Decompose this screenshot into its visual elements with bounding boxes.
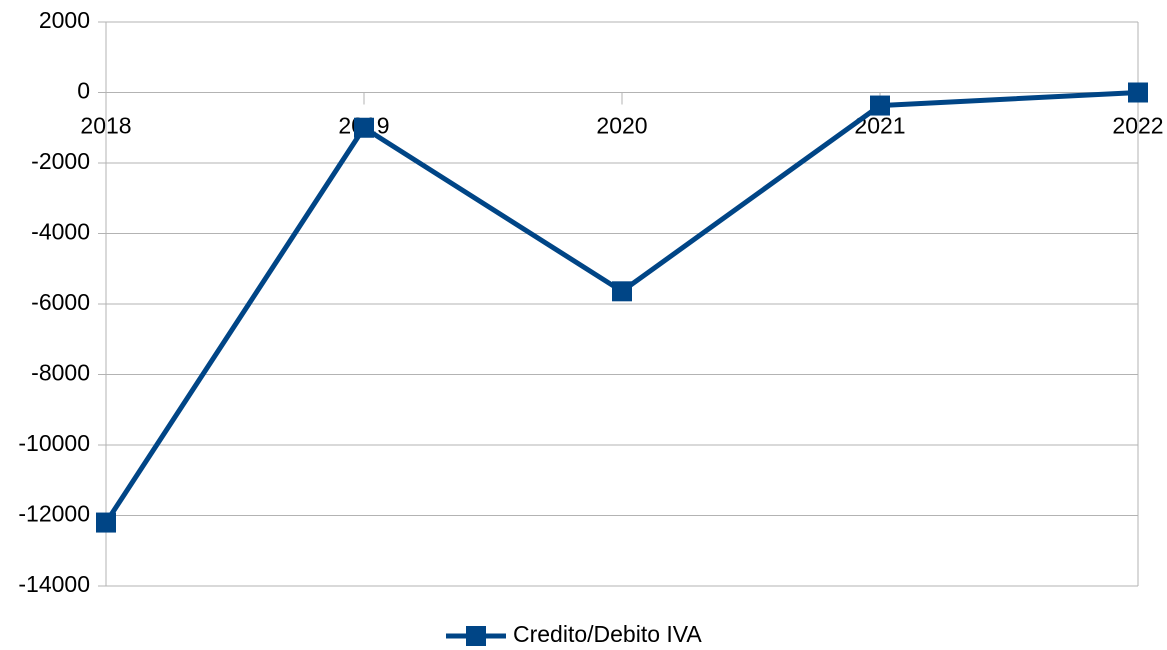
y-tick-label: -14000 (18, 571, 90, 597)
series-line (103, 90, 1139, 524)
y-tick-label: 2000 (39, 7, 90, 33)
point-marker (612, 281, 632, 302)
y-tick-label: -6000 (31, 289, 90, 315)
y-tick-label: -10000 (18, 430, 90, 456)
y-tick-label: -12000 (18, 501, 90, 527)
x-tick-label: 2020 (596, 113, 647, 139)
x-tick-label: 2018 (80, 113, 131, 139)
y-tick-label: 0 (77, 78, 90, 104)
legend-marker (466, 626, 486, 646)
y-tick-label: -8000 (31, 360, 90, 386)
legend-label: Credito/Debito IVA (513, 621, 702, 647)
y-tick-label: -2000 (31, 148, 90, 174)
point-marker (354, 117, 374, 138)
point-marker (1128, 82, 1148, 103)
point-marker (870, 95, 890, 116)
point-marker (96, 512, 116, 533)
y-tick-label: -4000 (31, 219, 90, 245)
x-tick-label: 2022 (1112, 113, 1163, 139)
